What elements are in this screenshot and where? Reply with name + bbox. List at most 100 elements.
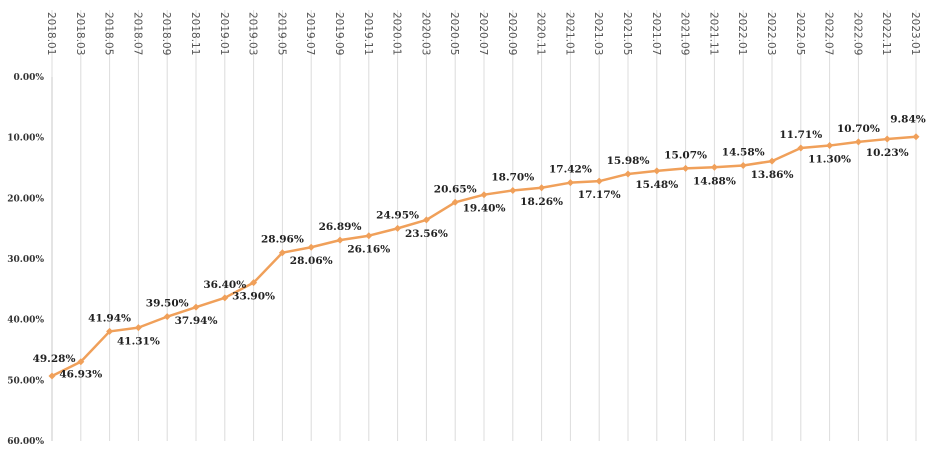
x-tick-label: 2020.07 xyxy=(477,12,489,55)
data-point xyxy=(566,179,574,187)
x-tick-label: 2023.01 xyxy=(909,12,921,55)
data-label: 14.58% xyxy=(722,146,765,158)
x-tick-label: 2020.05 xyxy=(448,12,460,55)
x-tick-label: 2019.07 xyxy=(304,12,316,55)
data-point xyxy=(163,313,171,321)
data-point xyxy=(854,138,862,146)
data-point xyxy=(77,358,85,366)
data-label: 26.16% xyxy=(347,244,390,256)
data-label: 28.96% xyxy=(261,234,304,246)
data-label: 14.88% xyxy=(693,175,736,187)
x-tick-label: 2021.11 xyxy=(707,12,719,55)
data-label: 19.40% xyxy=(463,203,506,215)
x-tick-label: 2019.11 xyxy=(362,12,374,55)
data-point xyxy=(134,324,142,332)
data-point xyxy=(912,133,920,141)
data-label: 17.42% xyxy=(549,164,592,176)
x-tick-label: 2018.07 xyxy=(131,12,143,55)
data-point xyxy=(451,198,459,206)
x-tick-label: 2021.01 xyxy=(563,12,575,55)
x-tick-label: 2020.09 xyxy=(506,12,518,55)
x-tick-label: 2020.03 xyxy=(419,12,431,55)
data-label: 41.94% xyxy=(88,312,131,324)
data-point xyxy=(336,236,344,244)
data-point xyxy=(682,164,690,172)
data-point xyxy=(883,135,891,143)
x-tick-label: 2020.11 xyxy=(535,12,547,55)
x-tick-label: 2021.03 xyxy=(592,12,604,55)
data-point xyxy=(422,216,430,224)
data-label: 26.89% xyxy=(319,221,362,233)
y-tick-label: 40.00% xyxy=(7,316,44,326)
data-point xyxy=(192,303,200,311)
data-point xyxy=(250,279,258,287)
data-label: 10.70% xyxy=(837,123,880,135)
data-point xyxy=(624,170,632,178)
x-tick-label: 2022.05 xyxy=(794,12,806,55)
y-tick-label: 60.00% xyxy=(7,437,44,447)
data-label: 15.48% xyxy=(635,179,678,191)
data-point xyxy=(826,142,834,150)
data-point xyxy=(394,224,402,232)
x-tick-label: 2019.09 xyxy=(333,12,345,55)
y-tick-label: 30.00% xyxy=(7,255,44,265)
x-tick-label: 2019.05 xyxy=(275,12,287,55)
data-label: 20.65% xyxy=(434,183,477,195)
x-tick-label: 2022.07 xyxy=(823,12,835,55)
data-point xyxy=(106,327,114,335)
data-point xyxy=(509,186,517,194)
x-tick-label: 2022.01 xyxy=(736,12,748,55)
data-point xyxy=(653,167,661,175)
data-point xyxy=(307,243,315,251)
x-tick-label: 2021.05 xyxy=(621,12,633,55)
y-tick-label: 10.00% xyxy=(7,134,44,144)
data-label: 46.93% xyxy=(59,369,102,381)
y-tick-label: 0.00% xyxy=(14,73,45,83)
data-point xyxy=(480,191,488,199)
data-point xyxy=(739,161,747,169)
data-label: 39.50% xyxy=(146,298,189,310)
data-label: 11.30% xyxy=(808,154,851,166)
x-tick-label: 2021.09 xyxy=(679,12,691,55)
x-tick-label: 2022.09 xyxy=(851,12,863,55)
x-tick-label: 2021.07 xyxy=(650,12,662,55)
data-label: 49.28% xyxy=(33,353,76,365)
data-label: 37.94% xyxy=(175,315,218,327)
x-tick-label: 2018.05 xyxy=(103,12,115,55)
data-point xyxy=(48,372,56,380)
y-tick-label: 20.00% xyxy=(7,194,44,204)
grid-layer xyxy=(51,10,917,441)
x-tick-label: 2019.01 xyxy=(218,12,230,55)
data-label: 15.07% xyxy=(664,149,707,161)
data-label: 18.70% xyxy=(491,171,534,183)
data-label: 33.90% xyxy=(232,291,275,303)
data-label: 17.17% xyxy=(578,189,621,201)
data-label: 18.26% xyxy=(520,196,563,208)
x-tick-label: 2019.03 xyxy=(247,12,259,55)
data-label: 28.06% xyxy=(290,255,333,267)
x-tick-label: 2020.01 xyxy=(391,12,403,55)
data-point xyxy=(365,232,373,240)
y-axis-ticks: 0.00% 10.00% 20.00% 30.00% 40.00% 50.00% 60.00… xyxy=(7,73,44,447)
x-tick-label: 2018.09 xyxy=(160,12,172,55)
x-tick-label: 2018.11 xyxy=(189,12,201,55)
data-label: 13.86% xyxy=(751,169,794,181)
data-point xyxy=(595,177,603,185)
data-point xyxy=(538,184,546,192)
data-label: 11.71% xyxy=(779,129,822,141)
data-label: 23.56% xyxy=(405,228,448,240)
x-tick-label: 2018.03 xyxy=(74,12,86,55)
data-point xyxy=(768,157,776,165)
data-point xyxy=(797,144,805,152)
data-label: 9.84% xyxy=(890,114,926,126)
y-tick-label: 50.00% xyxy=(7,376,44,386)
data-label: 10.23% xyxy=(866,147,909,159)
data-labels: 49.28% 46.93% 41.94% 41.31% 39.50% 37.94% 36.4… xyxy=(33,114,926,381)
data-label: 36.40% xyxy=(203,279,246,291)
data-label: 24.95% xyxy=(376,209,419,221)
x-tick-label: 2018.01 xyxy=(45,12,57,55)
data-point xyxy=(710,163,718,171)
data-point xyxy=(221,294,229,302)
